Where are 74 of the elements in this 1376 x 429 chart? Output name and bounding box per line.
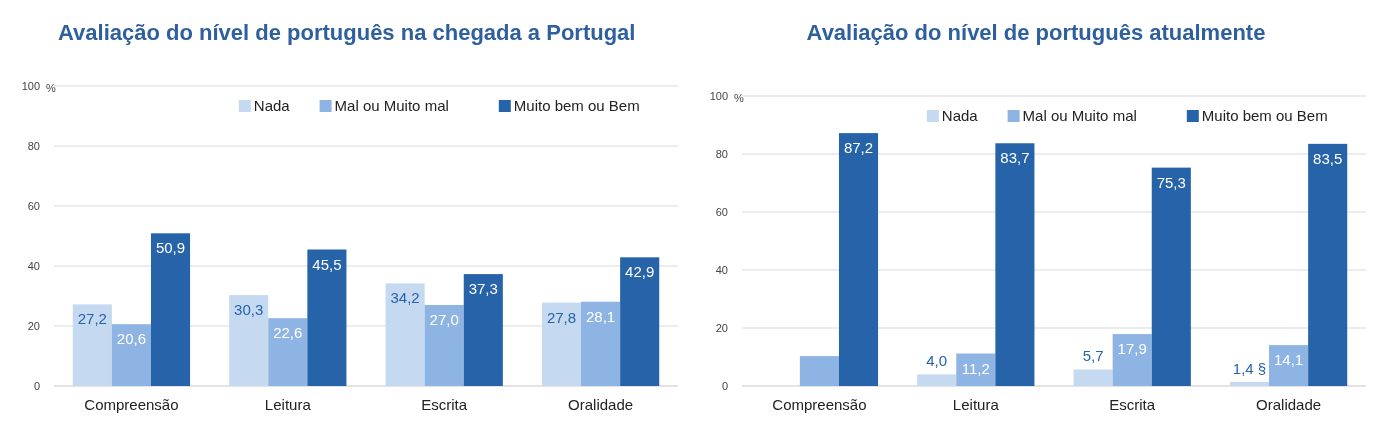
legend-label: Nada: [253, 97, 291, 114]
data-label: 50,9: [155, 239, 186, 257]
x-tick-label: Leitura: [264, 396, 312, 413]
data-label: 14,1: [1273, 351, 1304, 369]
bar: [917, 374, 957, 386]
bar: [385, 283, 425, 386]
y-tick-label: 80: [27, 140, 40, 152]
y-axis-title: %: [734, 92, 744, 104]
data-label: 11,2: [961, 359, 990, 377]
x-tick-label: Oralidade: [1256, 396, 1322, 413]
y-tick-label: 100: [21, 80, 40, 92]
bar: [1308, 143, 1348, 386]
data-label: 28,1: [585, 307, 616, 325]
data-label: 1,4 §: [1232, 359, 1267, 377]
y-axis-title: %: [46, 82, 56, 94]
bar: [229, 295, 269, 386]
y-tick-label: 20: [715, 322, 728, 334]
y-tick-label: 20: [27, 320, 40, 332]
bar: [1112, 334, 1152, 386]
y-tick-label: 80: [715, 148, 728, 160]
legend-label: Muito bem ou Bem: [513, 97, 640, 114]
x-tick-label: Escrita: [421, 396, 468, 413]
bar: [995, 143, 1035, 386]
bar: [424, 305, 464, 386]
bar: [1269, 345, 1309, 386]
y-tick-label: 0: [721, 380, 728, 392]
bar: [268, 318, 308, 386]
x-tick-label: Leitura: [952, 396, 1000, 413]
bar: [150, 233, 191, 386]
legend-label: Muito bem ou Bem: [1201, 107, 1328, 124]
data-label: 45,5: [312, 255, 342, 273]
bar: [541, 302, 582, 386]
bar: [463, 274, 503, 386]
bar: [307, 249, 347, 386]
data-label: 22,6: [273, 324, 303, 342]
bar: [1151, 167, 1191, 386]
data-label: 4,0: [926, 352, 948, 370]
chart-title: Avaliação do nível de português na chegada a Portugal: [58, 20, 636, 45]
x-tick-label: Compreensão: [84, 396, 179, 413]
bar: [620, 257, 660, 386]
data-label: 17,9: [1117, 340, 1147, 358]
data-label: 83,5: [1313, 149, 1343, 167]
data-label: 27,0: [429, 311, 459, 328]
chart-title: Avaliação do nível de português atualmente: [806, 20, 1266, 45]
bar: [799, 356, 839, 386]
bar: [838, 133, 879, 386]
data-label: 20,6: [116, 330, 147, 348]
x-tick-label: Escrita: [1109, 396, 1156, 413]
legend-label: Mal ou Muito mal: [1022, 107, 1137, 124]
x-tick-label: Compreensão: [772, 396, 867, 413]
bar: [72, 304, 112, 386]
data-label: 37,3: [468, 280, 498, 298]
y-tick-label: 0: [33, 380, 40, 392]
data-label: 30,3: [234, 301, 264, 319]
data-label: 27,8: [546, 308, 577, 326]
y-tick-label: 100: [709, 90, 728, 102]
y-tick-label: 60: [715, 206, 728, 218]
data-label: 27,2: [77, 310, 107, 328]
legend-label: Mal ou Muito mal: [334, 97, 449, 114]
bar: [581, 301, 621, 386]
data-label: 83,7: [1000, 149, 1030, 167]
data-label: 75,3: [1156, 173, 1186, 191]
data-label: 87,2: [843, 139, 874, 157]
bar: [1073, 369, 1113, 386]
bar: [1229, 381, 1270, 386]
y-tick-label: 60: [27, 200, 40, 212]
legend-label: Nada: [941, 107, 979, 124]
data-label: 42,9: [625, 263, 655, 281]
x-tick-label: Oralidade: [568, 396, 634, 413]
data-label: 34,2: [390, 289, 420, 307]
y-tick-label: 40: [27, 260, 40, 272]
data-label: 5,7: [1082, 347, 1104, 365]
bar: [111, 324, 151, 386]
y-tick-label: 40: [715, 264, 728, 276]
